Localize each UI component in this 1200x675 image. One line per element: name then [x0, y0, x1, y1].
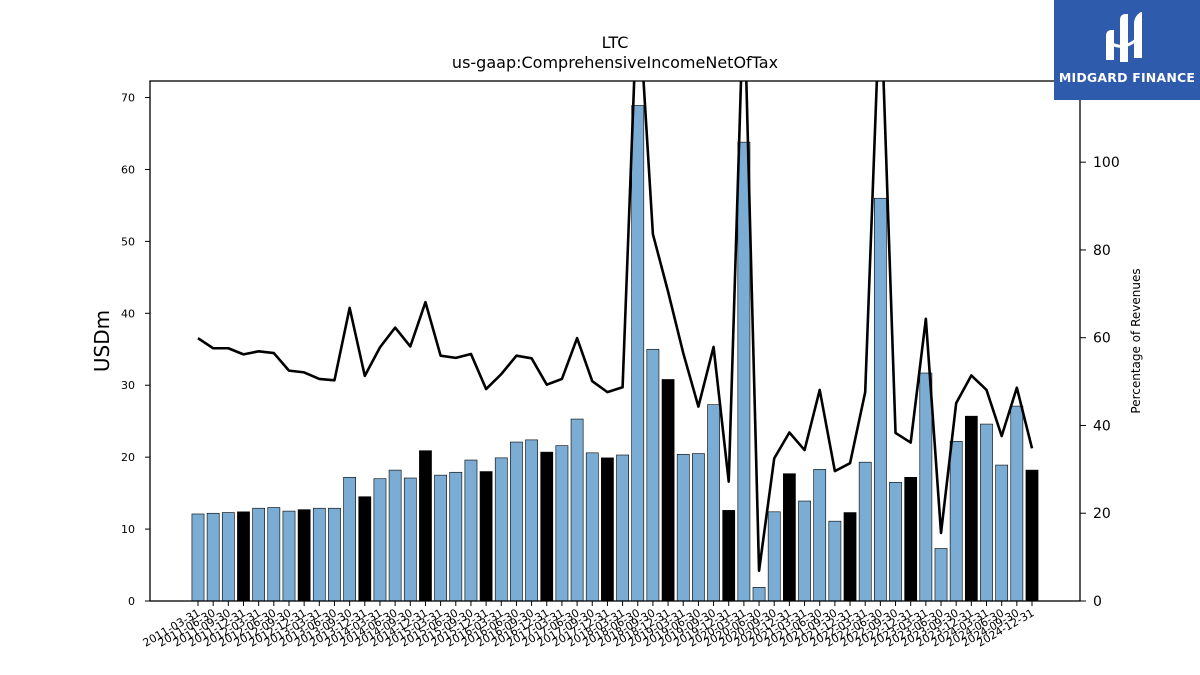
bar-2011-12-31	[237, 511, 250, 601]
bar-2012-09-30	[282, 510, 296, 601]
bar-2014-12-31	[419, 450, 432, 601]
bar-2024-09-30	[1010, 405, 1024, 601]
bar-2021-12-31	[843, 512, 857, 601]
bar-2021-03-31	[798, 500, 811, 601]
bar-2015-06-30	[449, 471, 463, 601]
y2-tick-label: 20	[1093, 506, 1111, 522]
bar-2021-06-30	[813, 469, 827, 601]
bar-2023-06-30	[934, 548, 948, 601]
y2-tick-label: 100	[1093, 155, 1120, 171]
bar-2023-03-31	[919, 372, 933, 601]
bar-2020-03-31	[737, 141, 751, 601]
y2-tick-label: 40	[1093, 418, 1111, 434]
chart-subtitle: us-gaap:ComprehensiveIncomeNetOfTax	[452, 53, 778, 72]
y-tick-label: 50	[121, 235, 135, 248]
y2-axis-label: Percentage of Revenues	[1129, 268, 1143, 413]
bar-2020-12-31	[783, 473, 796, 601]
bar-2012-12-31	[297, 509, 311, 601]
bar-2023-12-31	[964, 415, 978, 601]
bar-2022-12-31	[904, 476, 918, 601]
bar-2016-09-30	[525, 439, 538, 601]
y2-tick-label: 80	[1093, 243, 1111, 259]
bar-2017-12-31	[601, 457, 614, 601]
y-tick-label: 30	[121, 379, 135, 392]
bar-2023-09-30	[949, 441, 963, 601]
bar-2022-03-31	[858, 461, 872, 601]
bar-2015-09-30	[464, 459, 478, 601]
bar-2013-06-30	[328, 507, 341, 601]
bar-2016-06-30	[510, 441, 523, 601]
bar-2019-12-31	[722, 510, 736, 601]
y-tick-label: 20	[121, 451, 135, 464]
bar-2024-03-31	[980, 423, 993, 601]
percentage-line	[197, 81, 1034, 573]
bar-2013-09-30	[343, 476, 357, 601]
bar-2021-09-30	[828, 520, 842, 601]
logo: MIDGARD FINANCE	[1054, 0, 1200, 100]
bar-2020-09-30	[767, 511, 781, 601]
bar-2011-03-31	[191, 513, 205, 601]
bar-2019-06-30	[692, 453, 705, 601]
bar-2017-06-30	[570, 418, 584, 601]
bar-2018-06-30	[631, 105, 645, 601]
bar-2022-09-30	[889, 482, 902, 601]
bar-2014-06-30	[388, 469, 402, 601]
bar-2014-03-31	[373, 478, 387, 601]
bar-2017-03-31	[555, 445, 569, 601]
chart-title: LTC	[602, 33, 629, 52]
bar-2018-12-31	[661, 379, 675, 601]
bar-2017-09-30	[585, 452, 599, 601]
bar-2015-12-31	[479, 471, 493, 601]
bar-2011-09-30	[221, 512, 235, 601]
bar-2019-03-31	[676, 453, 690, 601]
bar-2019-09-30	[707, 404, 720, 601]
bar-2018-09-30	[646, 348, 660, 601]
bar-2014-09-30	[403, 477, 417, 601]
bar-2020-06-30	[752, 587, 766, 601]
bar-2012-06-30	[267, 507, 281, 601]
y-tick-label: 10	[121, 523, 135, 536]
midgard-logo-icon	[1054, 0, 1200, 100]
bar-2015-03-31	[434, 474, 447, 601]
plot-frame	[149, 80, 1081, 602]
y-axis-label: USDm	[90, 310, 114, 372]
bar-2018-03-31	[616, 454, 629, 601]
y-tick-label: 0	[128, 595, 135, 608]
logo-text: MIDGARD FINANCE	[1058, 70, 1196, 85]
bar-2022-06-30	[873, 197, 887, 601]
bar-2016-03-31	[494, 457, 508, 601]
bar-2016-12-31	[540, 451, 554, 601]
bar-2013-03-31	[312, 507, 326, 601]
y2-tick-label: 60	[1093, 331, 1111, 347]
bar-2013-12-31	[358, 496, 372, 601]
bar-2024-12-31	[1025, 469, 1039, 601]
y-tick-label: 60	[121, 163, 135, 176]
bar-2011-06-30	[206, 512, 220, 601]
bar-2024-06-30	[995, 464, 1009, 601]
bar-2012-03-31	[252, 507, 266, 601]
y2-tick-label: 0	[1093, 594, 1102, 610]
y-tick-label: 40	[121, 307, 135, 320]
y-tick-label: 70	[121, 92, 135, 105]
